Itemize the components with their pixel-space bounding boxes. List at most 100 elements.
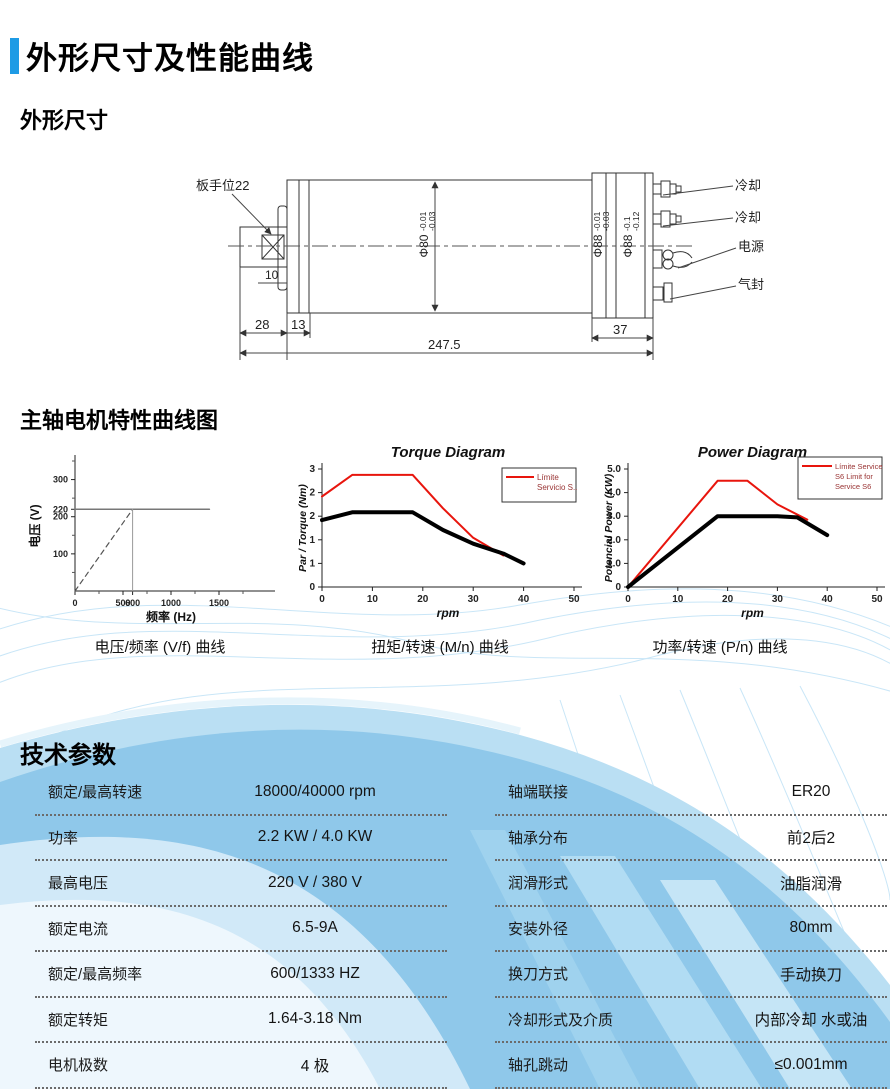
dia80-tol-upper: -0.01 [418, 211, 428, 231]
y-axis-label: 电压 (V) [27, 504, 42, 547]
param-row: 轴孔跳动 ≤0.001mm [495, 1043, 887, 1089]
chart-title: Power Diagram [698, 444, 807, 461]
y-axis-label: Potencial Power (KW) [603, 473, 615, 582]
param-value: 6.5-9A [292, 919, 338, 937]
port-label-power: 电源 [738, 239, 764, 254]
svg-text:0: 0 [72, 598, 77, 608]
param-label: 冷却形式及介质 [508, 1011, 614, 1029]
svg-text:1500: 1500 [209, 598, 229, 608]
series-limite-servicio-s6 [321, 473, 505, 557]
dim-10: 10 [265, 268, 279, 282]
param-label: 额定电流 [48, 920, 109, 938]
svg-text:300: 300 [53, 475, 68, 485]
param-label: 最高电压 [48, 875, 109, 893]
x-axis-label: 频率 (Hz) [146, 609, 196, 624]
param-value: 4 极 [300, 1057, 330, 1075]
series-servicio-continuo [320, 510, 526, 566]
svg-text:10: 10 [672, 594, 684, 605]
svg-text:2: 2 [309, 488, 315, 499]
param-row: 换刀方式 手动换刀 [495, 952, 887, 998]
svg-text:200: 200 [53, 512, 68, 522]
svg-text:0: 0 [625, 594, 631, 605]
svg-text:S6 Limit for: S6 Limit for [835, 472, 873, 481]
section-title-params: 技术参数 [20, 742, 116, 769]
section-title-curves: 主轴电机特性曲线图 [20, 408, 219, 433]
param-row: 润滑形式 油脂润滑 [495, 861, 887, 907]
wrench-flat-label: 板手位22 [196, 178, 249, 193]
dim-dia88a: Φ88 -0.01 -0.03 [591, 211, 611, 257]
svg-text:3: 3 [309, 464, 315, 475]
port-label-cooling-2: 冷却 [735, 210, 761, 225]
param-value: 内部冷却 水或油 [754, 1012, 868, 1030]
dia80-tol-lower: -0.03 [427, 211, 437, 231]
svg-text:0: 0 [319, 594, 325, 605]
param-label: 轴承分布 [508, 829, 569, 847]
x-axis-label: rpm [437, 606, 460, 620]
x-axis-label: rpm [741, 606, 764, 620]
svg-text:20: 20 [417, 594, 429, 605]
param-row: 冷却形式及介质 内部冷却 水或油 [495, 998, 887, 1043]
chart-legend [797, 456, 883, 500]
svg-text:1: 1 [309, 535, 315, 546]
param-value: 前2后2 [786, 830, 836, 848]
param-row: 功率 2.2 KW / 4.0 KW [35, 816, 447, 861]
dim-28: 28 [255, 317, 269, 332]
svg-text:30: 30 [772, 594, 784, 605]
param-label: 轴端联接 [508, 784, 569, 802]
svg-text:4.0: 4.0 [607, 488, 621, 499]
dia88b-value: Φ88 [621, 234, 635, 257]
param-label: 安装外径 [508, 920, 569, 938]
chart-title: Torque Diagram [391, 444, 505, 461]
dia88a-tol-lower: -0.03 [601, 211, 611, 231]
svg-text:2: 2 [309, 511, 315, 522]
param-value: ER20 [791, 782, 831, 800]
svg-text:20: 20 [722, 594, 734, 605]
caption-torque-curve: 扭矩/转速 (M/n) 曲线 [371, 639, 509, 656]
chart-torque: 0 10 20 30 40 50 0 1 1 2 2 3 Torque Diagram rpm Par / … [297, 444, 582, 620]
param-value: 2.2 KW / 4.0 KW [257, 828, 373, 846]
param-value: 1.64-3.18 Nm [268, 1010, 362, 1028]
page-title: 外形尺寸及性能曲线 [26, 41, 314, 76]
param-value: ≤0.001mm [774, 1055, 848, 1073]
svg-text:100: 100 [53, 549, 68, 559]
svg-text:10: 10 [367, 594, 379, 605]
param-value: 600/1333 HZ [270, 964, 360, 982]
caption-power-curve: 功率/转速 (P/n) 曲线 [652, 639, 788, 656]
svg-text:5.0: 5.0 [607, 464, 621, 475]
dia88b-tol-upper: -0.1 [622, 216, 632, 231]
svg-text:Límite Service: Límite Service [835, 462, 883, 471]
param-label: 轴孔跳动 [508, 1057, 569, 1075]
svg-text:1: 1 [309, 558, 315, 569]
svg-text:40: 40 [518, 594, 530, 605]
dim-dia80: Φ80 -0.01 -0.03 [417, 211, 437, 257]
svg-text:50: 50 [568, 594, 580, 605]
chart-legend [501, 467, 577, 503]
port-label-air-seal: 气封 [738, 277, 764, 292]
param-row: 额定转矩 1.64-3.18 Nm [35, 998, 447, 1043]
param-row: 额定电流 6.5-9A [35, 907, 447, 952]
param-value: 手动换刀 [779, 966, 842, 984]
param-label: 润滑形式 [508, 875, 569, 893]
dia88b-tol-lower: -0.12 [631, 211, 641, 231]
title-accent-bar [10, 37, 19, 74]
dim-13: 13 [291, 317, 305, 332]
dimension-lines [231, 181, 737, 360]
dia80-value: Φ80 [417, 234, 431, 257]
param-value: 18000/40000 rpm [254, 782, 376, 800]
svg-text:0: 0 [309, 582, 315, 593]
param-row: 最高电压 220 V / 380 V [35, 861, 447, 907]
y-axis-label: Par / Torque (Nm) [297, 484, 309, 572]
param-row: 轴端联接 ER20 [495, 770, 887, 816]
param-label: 电机极数 [48, 1057, 109, 1075]
svg-text:0: 0 [615, 582, 621, 593]
series-continuous-power [626, 514, 830, 589]
param-row: 额定/最高频率 600/1333 HZ [35, 952, 447, 998]
dim-dia88b: Φ88 -0.1 -0.12 [621, 211, 641, 257]
svg-text:600: 600 [125, 598, 140, 608]
svg-text:1.0: 1.0 [607, 558, 621, 569]
param-row: 电机极数 4 极 [35, 1043, 447, 1089]
section-title-dimensions: 外形尺寸 [20, 108, 109, 133]
svg-text:Servicio S..: Servicio S.. [537, 483, 577, 492]
